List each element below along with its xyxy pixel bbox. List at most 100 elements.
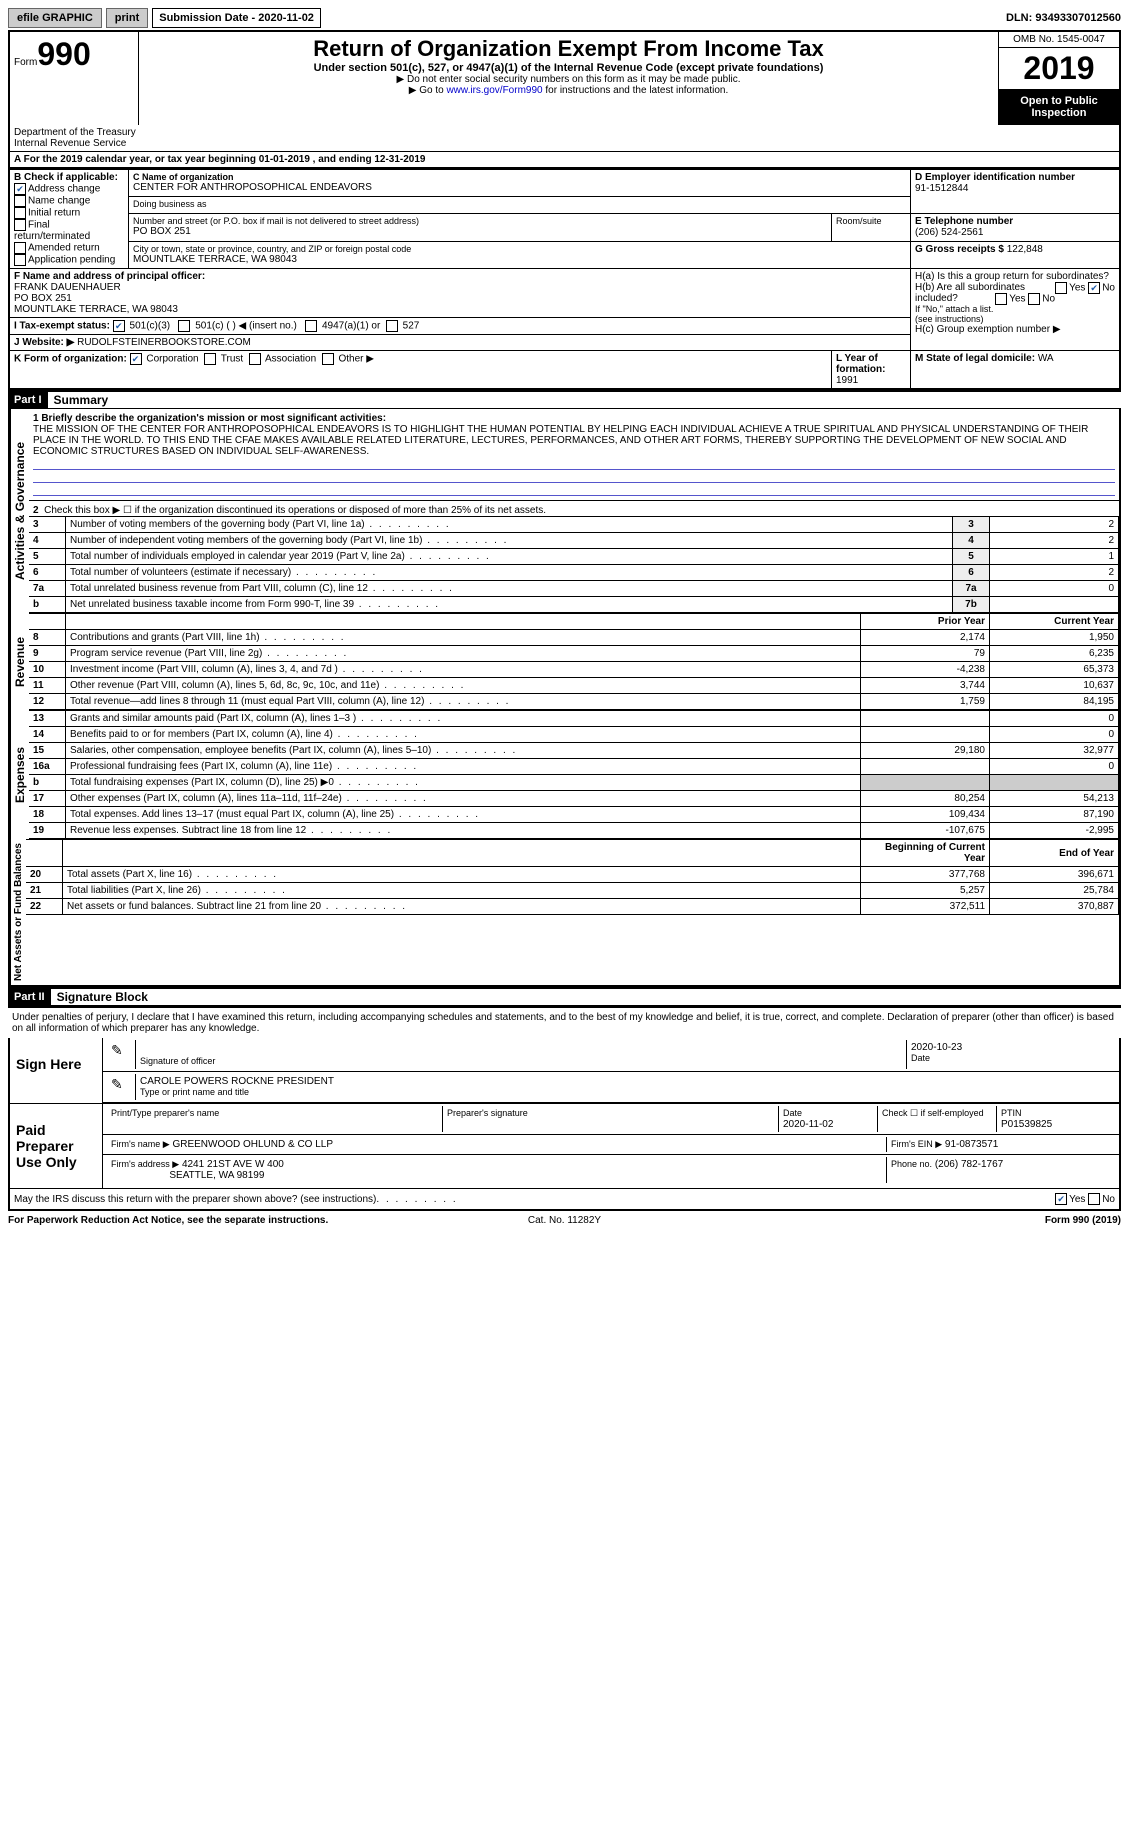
table-row: 6Total number of volunteers (estimate if… [29,565,1119,581]
vert-governance: Activities & Governance [10,409,29,613]
cb-4947[interactable] [305,320,317,332]
firm-addr1: 4241 21ST AVE W 400 [182,1159,284,1170]
part1-title: Summary [48,393,109,407]
state-domicile: WA [1038,353,1054,364]
cb-name-change[interactable] [14,195,26,207]
cb-discuss-no[interactable] [1088,1193,1100,1205]
form-word: Form [14,57,37,68]
prep-sig-label: Preparer's signature [447,1108,528,1118]
cb-ha-no[interactable] [1088,282,1100,294]
table-row: 18Total expenses. Add lines 13–17 (must … [29,807,1119,823]
cb-application[interactable] [14,254,26,266]
table-row: 7aTotal unrelated business revenue from … [29,581,1119,597]
officer-name-title: CAROLE POWERS ROCKNE PRESIDENT [140,1076,334,1087]
may-discuss: May the IRS discuss this return with the… [14,1194,376,1205]
omb-number: OMB No. 1545-0047 [999,32,1119,48]
rev-table: Prior YearCurrent Year8Contributions and… [29,613,1119,710]
sec-l-label: L Year of formation: [836,353,885,375]
gross-receipts: 122,848 [1007,244,1043,255]
form-note-link: ▶ Go to www.irs.gov/Form990 for instruct… [143,85,994,96]
hc-label: H(c) Group exemption number ▶ [915,324,1115,335]
line2: Check this box ▶ ☐ if the organization d… [44,505,546,516]
cb-final[interactable] [14,219,26,231]
submission-date: Submission Date - 2020-11-02 [152,8,321,28]
prep-date: 2020-11-02 [783,1119,833,1130]
efile-label: efile GRAPHIC [8,8,102,28]
sig-date: 2020-10-23 [911,1042,962,1053]
line-a: A For the 2019 calendar year, or tax yea… [8,151,1121,169]
net-table: Beginning of Current YearEnd of Year20To… [26,839,1119,915]
exp-table: 13Grants and similar amounts paid (Part … [29,710,1119,839]
dln: DLN: 93493307012560 [1006,12,1121,24]
city: MOUNTLAKE TERRACE, WA 98043 [133,254,906,265]
sec-d-label: D Employer identification number [915,172,1115,183]
cb-ha-yes[interactable] [1055,282,1067,294]
sig-officer-label: Signature of officer [140,1056,215,1066]
ptin: P01539825 [1001,1119,1052,1130]
print-button[interactable]: print [106,8,148,28]
vert-revenue: Revenue [10,613,29,710]
dba-label: Doing business as [133,199,207,209]
page-footer: For Paperwork Reduction Act Notice, see … [8,1211,1121,1226]
irs-link[interactable]: www.irs.gov/Form990 [446,85,542,96]
ha-label: H(a) Is this a group return for subordin… [915,271,1109,282]
table-row: 21Total liabilities (Part X, line 26)5,2… [26,883,1119,899]
footer-right: Form 990 (2019) [750,1215,1121,1226]
table-row: 16aProfessional fundraising fees (Part I… [29,759,1119,775]
firm-name-label: Firm's name ▶ [111,1139,170,1149]
table-row: 14Benefits paid to or for members (Part … [29,727,1119,743]
year-formation: 1991 [836,375,858,386]
cb-527[interactable] [386,320,398,332]
cb-initial[interactable] [14,207,26,219]
part2-header: Part II [8,989,51,1005]
pen-icon: ✎ [107,1074,136,1100]
table-row: 8Contributions and grants (Part VIII, li… [29,630,1119,646]
phone-label: Phone no. [891,1159,932,1169]
sec-i-label: I Tax-exempt status: [14,321,110,332]
sec-j-label: J Website: ▶ [14,337,74,348]
cb-501c[interactable] [178,320,190,332]
officer-street: PO BOX 251 [14,293,906,304]
ein: 91-1512844 [915,183,1115,194]
form-title: Return of Organization Exempt From Incom… [143,36,994,62]
org-name: CENTER FOR ANTHROPOSOPHICAL ENDEAVORS [133,182,906,193]
gov-table: 3Number of voting members of the governi… [29,516,1119,613]
cb-hb-yes[interactable] [995,293,1007,305]
firm-ein-label: Firm's EIN ▶ [891,1139,942,1149]
ptin-label: PTIN [1001,1108,1022,1118]
street-label: Number and street (or P.O. box if mail i… [133,216,827,226]
cb-discuss-yes[interactable] [1055,1193,1067,1205]
telephone: (206) 524-2561 [915,227,1115,238]
paid-preparer-label: Paid Preparer Use Only [10,1104,103,1188]
form-subtitle: Under section 501(c), 527, or 4947(a)(1)… [143,62,994,74]
topbar: efile GRAPHIC print Submission Date - 20… [8,8,1121,28]
form-number: 990 [37,36,90,72]
cb-assoc[interactable] [249,353,261,365]
firm-name: GREENWOOD OHLUND & CO LLP [172,1139,333,1150]
part1-bar: Part I Summary [8,390,1121,409]
cb-corp[interactable] [130,353,142,365]
signature-block: Sign Here ✎ Signature of officer 2020-10… [8,1038,1121,1211]
phone: (206) 782-1767 [935,1159,1003,1170]
vert-expenses: Expenses [10,710,29,839]
penalties-text: Under penalties of perjury, I declare th… [8,1006,1121,1038]
table-row: 4Number of independent voting members of… [29,533,1119,549]
room-label: Room/suite [836,216,882,226]
table-row: 9Program service revenue (Part VIII, lin… [29,646,1119,662]
cb-hb-no[interactable] [1028,293,1040,305]
cb-amended[interactable] [14,242,26,254]
tax-year: 2019 [999,48,1119,89]
cb-other[interactable] [322,353,334,365]
cb-trust[interactable] [204,353,216,365]
vert-netassets: Net Assets or Fund Balances [10,839,26,985]
date-label: Date [911,1053,930,1063]
table-row: 3Number of voting members of the governi… [29,517,1119,533]
table-row: 12Total revenue—add lines 8 through 11 (… [29,694,1119,710]
sec-m-label: M State of legal domicile: [915,353,1035,364]
cb-address-change[interactable] [14,183,26,195]
form-header: Form990 Return of Organization Exempt Fr… [8,30,1121,125]
cb-501c3[interactable] [113,320,125,332]
officer-city: MOUNTLAKE TERRACE, WA 98043 [14,304,906,315]
table-row: 10Investment income (Part VIII, column (… [29,662,1119,678]
city-label: City or town, state or province, country… [133,244,906,254]
